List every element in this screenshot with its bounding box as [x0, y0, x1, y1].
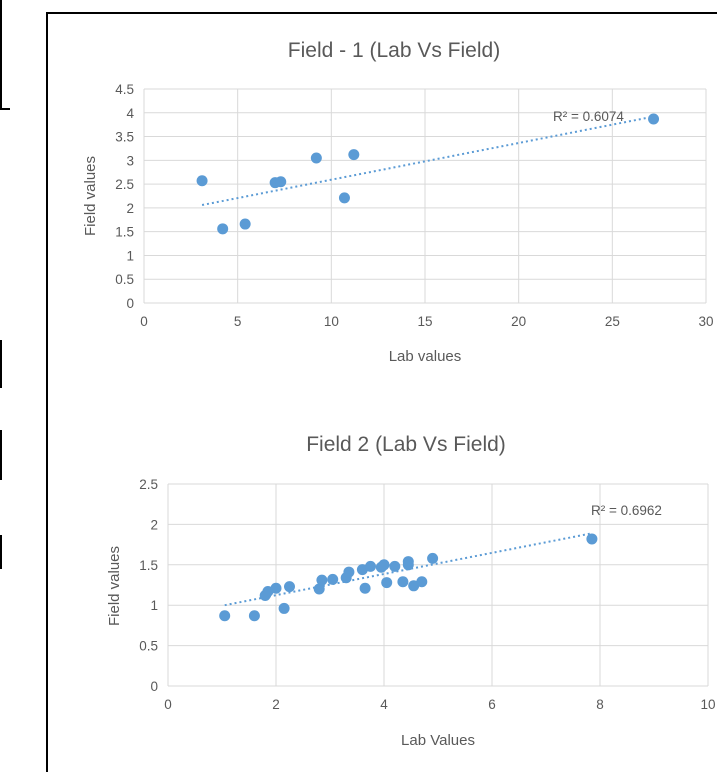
- data-point: [586, 533, 598, 545]
- y-tick-label: 4: [126, 106, 134, 121]
- y-tick-label: 2: [150, 517, 158, 532]
- frame-fragment-mid-1: [0, 340, 2, 388]
- y-tick-label: 2: [126, 201, 134, 216]
- chart-1-x-ticks: 0 5 10 15 20 25 30: [140, 314, 713, 329]
- x-tick-label: 6: [488, 697, 496, 712]
- data-point: [338, 192, 350, 204]
- data-point: [389, 560, 401, 572]
- data-point: [278, 602, 290, 614]
- data-point: [248, 610, 260, 622]
- y-tick-label: 1.5: [139, 558, 158, 573]
- chart-2-trendline: [224, 532, 593, 607]
- data-point: [648, 113, 660, 125]
- y-tick-label: 2.5: [139, 477, 158, 492]
- chart-1-points: [196, 113, 660, 235]
- data-point: [196, 175, 208, 187]
- x-tick-label: 8: [596, 697, 604, 712]
- chart-frame: [46, 12, 717, 772]
- x-tick-label: 10: [700, 697, 715, 712]
- data-point: [378, 559, 390, 571]
- y-tick-label: 0: [126, 296, 134, 311]
- chart-1: Field - 1 (Lab Vs Field) 0 0.5 1 1.5 2 2.5 3 3.…: [82, 39, 714, 365]
- chart-2-title: Field 2 (Lab Vs Field): [306, 433, 506, 456]
- y-tick-label: 1.5: [115, 225, 134, 240]
- chart-1-trendline: [201, 115, 654, 207]
- x-tick-label: 0: [164, 697, 172, 712]
- chart-2-x-axis-title: Lab Values: [401, 732, 475, 749]
- chart-2-gridlines: [167, 483, 709, 687]
- data-point: [284, 581, 295, 593]
- y-tick-label: 0.5: [139, 639, 158, 654]
- data-point: [397, 576, 409, 588]
- chart-1-y-axis-title: Field values: [82, 156, 99, 236]
- chart-1-r2-label: R² = 0.6074: [553, 109, 624, 124]
- x-tick-label: 5: [234, 314, 242, 329]
- chart-2-r2-label: R² = 0.6962: [591, 503, 662, 518]
- data-point: [219, 610, 231, 622]
- y-tick-label: 3: [126, 153, 134, 168]
- data-point: [217, 223, 229, 235]
- y-tick-label: 1: [150, 598, 158, 613]
- y-tick-label: 4.5: [115, 82, 134, 97]
- data-point: [427, 552, 439, 564]
- data-point: [239, 218, 251, 230]
- data-point: [310, 152, 322, 164]
- chart-2-points: [219, 533, 598, 622]
- frame-fragment-bottom-left: [0, 108, 10, 110]
- data-point: [402, 556, 414, 568]
- data-point: [348, 149, 360, 161]
- data-point: [408, 580, 420, 592]
- chart-1-gridlines: [143, 88, 707, 304]
- x-tick-label: 25: [605, 314, 620, 329]
- x-tick-label: 15: [417, 314, 432, 329]
- x-tick-label: 0: [140, 314, 148, 329]
- chart-1-x-axis-title: Lab values: [389, 348, 462, 365]
- y-tick-label: 0.5: [115, 272, 134, 287]
- chart-2-y-ticks: 0 0.5 1 1.5 2 2.5: [139, 477, 158, 694]
- x-tick-label: 30: [698, 314, 713, 329]
- x-tick-label: 2: [272, 697, 280, 712]
- x-tick-label: 4: [380, 697, 388, 712]
- chart-1-y-ticks: 0 0.5 1 1.5 2 2.5 3 3.5 4 4.5: [115, 82, 134, 311]
- data-point: [416, 576, 428, 588]
- chart-2: Field 2 (Lab Vs Field) 0 0.5 1 1.5 2 2.5 0 2 4 6…: [106, 433, 716, 749]
- data-point: [359, 582, 371, 594]
- data-point: [365, 560, 376, 572]
- data-point: [270, 582, 282, 594]
- x-tick-label: 10: [324, 314, 339, 329]
- data-point: [275, 176, 287, 188]
- data-point: [313, 583, 325, 595]
- chart-1-title: Field - 1 (Lab Vs Field): [288, 39, 500, 62]
- x-tick-label: 20: [511, 314, 526, 329]
- chart-2-x-ticks: 0 2 4 6 8 10: [164, 697, 715, 712]
- data-point: [381, 577, 393, 589]
- chart-2-y-axis-title: Field values: [106, 546, 123, 626]
- y-tick-label: 1: [126, 248, 134, 263]
- y-tick-label: 3.5: [115, 130, 134, 145]
- data-point: [327, 573, 339, 585]
- y-tick-label: 0: [150, 679, 158, 694]
- frame-fragment-top-left: [0, 0, 2, 110]
- y-tick-label: 2.5: [115, 177, 134, 192]
- frame-fragment-mid-3: [0, 535, 2, 569]
- data-point: [343, 566, 355, 578]
- data-point: [316, 574, 328, 586]
- frame-fragment-mid-2: [0, 430, 2, 480]
